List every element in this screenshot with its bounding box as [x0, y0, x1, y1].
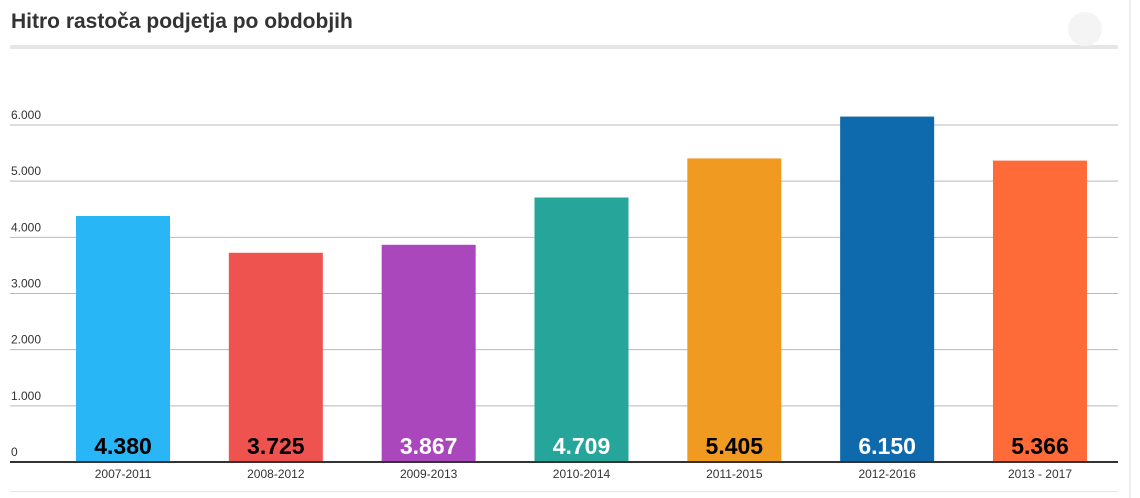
y-tick-label: 6.000 [11, 108, 41, 122]
data-label: 6.150 [858, 433, 916, 459]
y-tick-label: 5.000 [11, 164, 41, 178]
bar [840, 116, 935, 462]
y-tick-label: 3.000 [11, 277, 41, 291]
data-label: 3.725 [247, 433, 305, 459]
bar [534, 197, 629, 462]
data-label: 4.709 [553, 433, 611, 459]
y-tick-label: 0 [11, 445, 18, 459]
bottom-divider [10, 491, 1118, 492]
x-tick-label: 2013 - 2017 [1008, 467, 1072, 481]
x-tick-label: 2011-2015 [706, 467, 763, 481]
y-tick-label: 2.000 [11, 333, 41, 347]
data-labels: 4.380 3.725 3.867 4.709 5.405 6.150 5.366 [94, 433, 1069, 459]
data-label: 5.366 [1011, 433, 1069, 459]
y-tick-label: 1.000 [11, 389, 41, 403]
x-tick-label: 2012-2016 [858, 467, 916, 481]
x-tick-label: 2009-2013 [400, 467, 458, 481]
bar [228, 252, 323, 462]
data-label: 4.380 [94, 433, 152, 459]
data-label: 3.867 [400, 433, 458, 459]
bar [76, 215, 170, 462]
x-tick-label: 2008-2012 [247, 467, 305, 481]
chart-title: Hitro rastoča podjetja po obdobjih [11, 10, 353, 33]
x-axis: 2007-2011 2008-2012 2009-2013 2010-2014 2011… [10, 461, 1118, 481]
x-tick-label: 2010-2014 [553, 467, 611, 481]
y-axis: 0 1.000 2.000 3.000 4.000 5.000 6.000 [11, 108, 41, 459]
data-label: 5.405 [706, 433, 764, 459]
right-divider [1129, 0, 1131, 498]
bar [381, 244, 476, 462]
bar [992, 160, 1087, 462]
y-tick-label: 4.000 [11, 220, 41, 234]
x-tick-label: 2007-2011 [95, 467, 152, 481]
bars [76, 116, 1087, 462]
bar [687, 158, 782, 462]
menu-button[interactable] [1068, 12, 1102, 46]
title-divider [10, 45, 1118, 49]
